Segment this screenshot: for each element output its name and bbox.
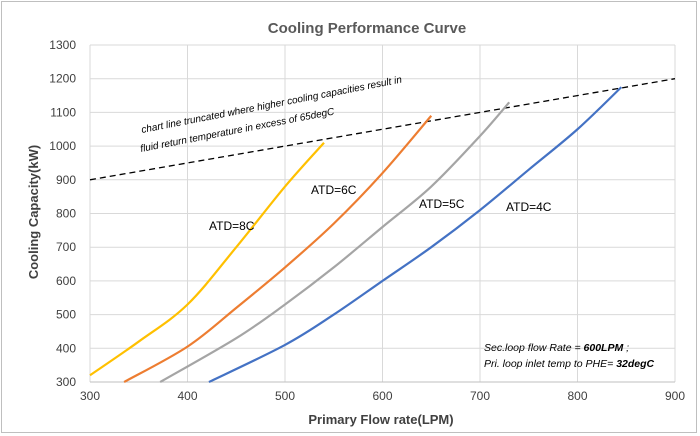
note-line-2: Pri. loop inlet temp to PHE= 32degC [484,358,655,370]
series-label-atd8: ATD=8C [209,219,255,233]
y-tick-labels: 300 400 500 600 700 800 900 1000 1100 1200 1300 [49,38,76,389]
series-label-atd4: ATD=4C [506,200,552,214]
x-tick-400: 400 [177,389,197,403]
series-line-atd8c [89,141,325,377]
y-tick-500: 500 [56,308,76,322]
y-tick-700: 700 [56,240,76,254]
x-tick-900: 900 [665,389,685,403]
series-lines [89,86,623,383]
x-tick-labels: 300 400 500 600 700 800 900 [80,389,685,403]
y-tick-1000: 1000 [49,139,76,153]
series-line-atd5c [159,101,511,383]
reference-dashed-line [89,78,676,181]
series-line-atd6c [123,115,433,383]
y-tick-800: 800 [56,207,76,221]
x-tick-300: 300 [80,389,100,403]
y-tick-900: 900 [56,173,76,187]
y-tick-1200: 1200 [49,72,76,86]
x-tick-700: 700 [470,389,490,403]
series-label-atd5: ATD=5C [419,197,465,211]
series-line-atd4c [208,86,623,383]
y-tick-400: 400 [56,341,76,355]
y-axis-title: Cooling Capacity(kW) [26,145,41,279]
gridlines [89,44,676,383]
y-tick-1300: 1300 [49,38,76,52]
x-tick-600: 600 [372,389,392,403]
x-axis-title: Primary Flow rate(LPM) [308,412,453,427]
x-tick-800: 800 [567,389,587,403]
series-label-atd6: ATD=6C [311,183,357,197]
y-tick-300: 300 [56,375,76,389]
chart-title: Cooling Performance Curve [268,20,466,37]
y-tick-600: 600 [56,274,76,288]
x-tick-500: 500 [275,389,295,403]
note-line-1: Sec.loop flow Rate = 600LPM ; [484,342,629,354]
y-tick-1100: 1100 [50,105,76,119]
